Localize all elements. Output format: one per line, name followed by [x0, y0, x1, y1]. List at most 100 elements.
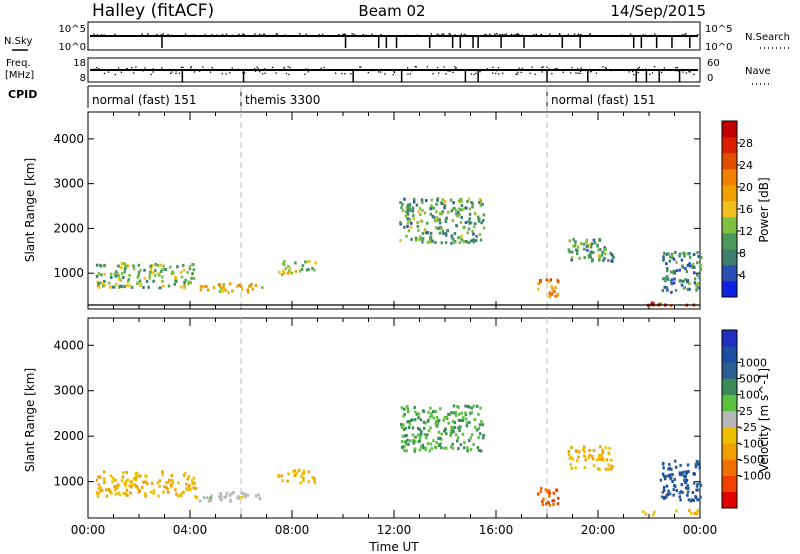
nave-dot [580, 67, 582, 69]
data-cell [695, 283, 698, 287]
data-cell [158, 484, 161, 488]
data-cell [593, 241, 597, 245]
nave-dot [373, 69, 376, 72]
nave-dot [281, 69, 283, 72]
data-cell [664, 279, 667, 283]
data-cell [661, 258, 665, 262]
nave-dot [98, 68, 100, 70]
data-cell [612, 255, 615, 259]
data-cell [163, 485, 166, 489]
nave-dot [135, 66, 137, 68]
data-cell [100, 281, 104, 285]
data-cell [668, 462, 671, 466]
data-cell [550, 284, 553, 288]
data-cell [408, 219, 412, 223]
data-cell [241, 491, 244, 495]
data-cell [435, 440, 438, 444]
nave-dot [573, 68, 576, 71]
nave-dot [556, 67, 558, 70]
data-cell [547, 500, 550, 504]
data-cell [540, 486, 543, 490]
nave-dot [495, 72, 497, 75]
data-cell [662, 461, 665, 465]
data-cell [692, 498, 696, 502]
data-cell [582, 454, 586, 458]
nsearch-dot [343, 34, 346, 37]
nave-dot [479, 70, 481, 73]
data-cell [314, 261, 317, 265]
data-cell [179, 494, 183, 498]
x-tick-label: 12:00 [377, 523, 412, 537]
data-cell [120, 272, 124, 276]
data-cell [585, 244, 589, 248]
nsearch-dot [167, 33, 169, 36]
data-cell [97, 284, 100, 288]
data-cell [691, 265, 695, 269]
nsky-tick-bottom: 10^0 [59, 42, 86, 53]
data-cell [182, 490, 185, 494]
data-cell [183, 282, 187, 286]
data-cell [460, 234, 463, 238]
nave-dot [432, 73, 434, 75]
data-cell [125, 488, 129, 492]
data-cell [177, 481, 180, 485]
data-cell [417, 210, 421, 214]
data-cell [607, 452, 611, 456]
data-cell [417, 412, 421, 416]
data-cell [98, 263, 102, 267]
data-cell [587, 255, 591, 259]
data-cell [567, 248, 571, 252]
nave-dot [651, 72, 654, 74]
data-cell [435, 419, 438, 423]
data-cell [189, 281, 193, 285]
data-cell [458, 236, 462, 240]
data-cell [592, 238, 596, 242]
data-cell [674, 465, 678, 469]
data-cell [407, 229, 411, 233]
nave-dot [632, 70, 634, 73]
data-cell [653, 510, 656, 514]
data-cell [123, 285, 126, 289]
data-cell [665, 484, 669, 488]
data-cell [416, 221, 419, 225]
data-cell [686, 463, 690, 467]
freq-panel: Freq. [MHz] 18 8 60 0 Nave [5, 57, 772, 85]
data-cell [413, 447, 417, 451]
data-cell [699, 495, 702, 499]
data-cell [423, 229, 426, 233]
data-cell [455, 224, 459, 228]
data-cell [451, 219, 454, 223]
data-cell [570, 258, 573, 262]
nave-dot [653, 66, 656, 68]
nave-dot [344, 73, 346, 75]
data-cell [429, 412, 433, 416]
nsearch-dot [354, 34, 357, 37]
data-cell [417, 440, 421, 444]
data-cell [430, 204, 433, 208]
data-cell [406, 420, 409, 424]
data-cell [176, 265, 179, 269]
nave-tick-top: 60 [707, 58, 720, 69]
nave-dot [264, 72, 266, 74]
data-cell [96, 280, 99, 284]
nave-dot [642, 69, 644, 72]
data-cell [669, 304, 673, 308]
data-cell [157, 494, 160, 498]
data-cell [103, 264, 106, 268]
data-cell [603, 256, 606, 260]
cpid-segment-label: themis 3300 [245, 93, 320, 107]
data-cell [298, 269, 302, 273]
nave-dot [628, 71, 630, 73]
nave-dot [161, 67, 163, 69]
data-cell [246, 288, 250, 292]
nave-dot [610, 69, 612, 72]
nsearch-dot [527, 34, 529, 37]
nsearch-dot [549, 33, 551, 35]
data-cell [462, 446, 466, 450]
nave-dot [287, 66, 289, 68]
data-cell [412, 441, 416, 445]
data-cell [569, 456, 573, 460]
data-cell [459, 418, 462, 422]
data-cell [433, 216, 437, 220]
nave-dot [562, 69, 564, 71]
